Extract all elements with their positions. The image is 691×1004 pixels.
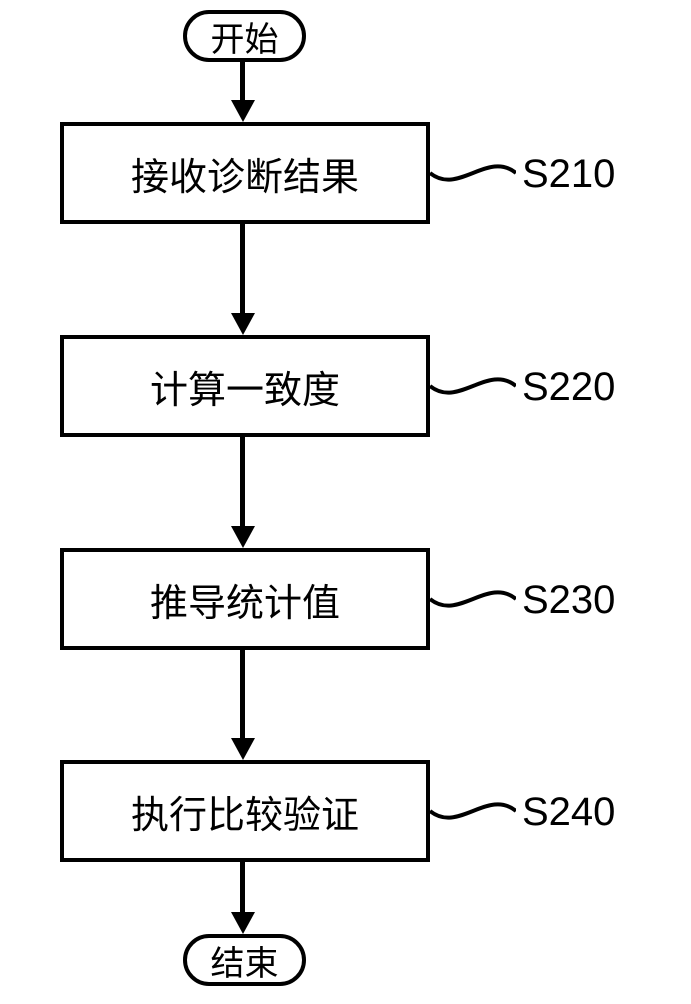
step-text: 执行比较验证 (131, 784, 359, 839)
arrow-head (231, 100, 255, 122)
arrow (240, 650, 245, 738)
step-s220: 计算一致度 (60, 335, 430, 437)
terminator-end-text: 结束 (211, 936, 279, 985)
step-text: 计算一致度 (150, 359, 340, 414)
step-label-s240: S240 (522, 790, 615, 835)
arrow-head (231, 313, 255, 335)
flowchart-container: 开始 接收诊断结果 S210 计算一致度 S220 推导统计值 S230 执行比… (0, 0, 691, 1004)
connector-s220 (430, 369, 516, 409)
step-label-s220: S220 (522, 365, 615, 410)
arrow-head (231, 912, 255, 934)
arrow (240, 62, 245, 100)
connector-s210 (430, 156, 516, 196)
step-s230: 推导统计值 (60, 548, 430, 650)
step-s210: 接收诊断结果 (60, 122, 430, 224)
step-s240: 执行比较验证 (60, 760, 430, 862)
terminator-start-text: 开始 (211, 12, 279, 61)
terminator-end: 结束 (183, 934, 306, 986)
arrow (240, 437, 245, 526)
arrow-head (231, 738, 255, 760)
terminator-start: 开始 (183, 10, 306, 62)
step-label-s210: S210 (522, 152, 615, 197)
connector-s230 (430, 582, 516, 622)
arrow-head (231, 526, 255, 548)
arrow (240, 862, 245, 912)
connector-s240 (430, 794, 516, 834)
step-text: 推导统计值 (150, 572, 340, 627)
arrow (240, 224, 245, 313)
step-text: 接收诊断结果 (131, 146, 359, 201)
step-label-s230: S230 (522, 578, 615, 623)
